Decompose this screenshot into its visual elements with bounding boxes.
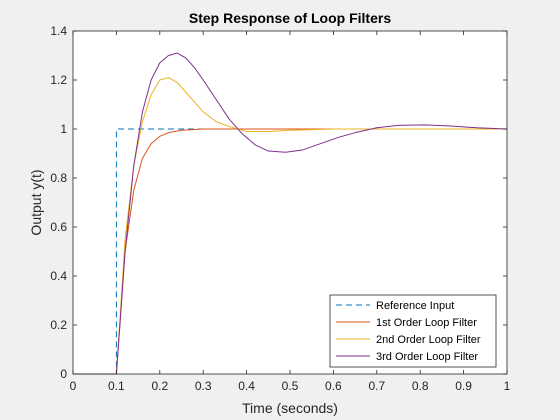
x-tick-label: 0.7 [368,379,385,393]
y-tick-label: 0.2 [50,318,67,332]
x-tick-label: 0.9 [455,379,472,393]
y-tick-label: 0.4 [50,269,67,283]
x-tick-label: 0.4 [238,379,255,393]
chart-title: Step Response of Loop Filters [189,10,391,26]
y-tick-label: 0.6 [50,220,67,234]
y-tick-label: 1 [60,122,67,136]
x-tick-label: 0.6 [325,379,342,393]
legend-box [329,294,497,368]
x-tick-label: 0.1 [108,379,125,393]
legend-label-0: Reference Input [376,300,454,312]
legend-label-2: 2nd Order Loop Filter [376,334,481,346]
x-tick-label: 0 [70,379,77,393]
x-tick-label: 0.8 [412,379,429,393]
x-tick-label: 0.3 [195,379,212,393]
x-tick-label: 0.2 [151,379,168,393]
x-tick-label: 1 [504,379,511,393]
legend-label-3: 3rd Order Loop Filter [376,351,478,363]
y-tick-label: 1.2 [50,73,67,87]
series-line-2 [73,77,507,375]
y-tick-label: 0 [60,367,67,381]
y-tick-label: 0.8 [50,171,67,185]
legend-label-1: 1st Order Loop Filter [376,317,477,329]
series-line-3 [73,52,508,375]
x-tick-label: 0.5 [282,379,299,393]
axes-layer: 0 0.1 0.2 0.3 0.4 0.5 0.6 0.7 0.8 0.9 1 0 0.2 0.4 0.6 0… [50,24,510,393]
x-axis-label: Time (seconds) [242,400,338,416]
legend: Reference Input 1st Order Loop Filter 2nd … [329,294,497,368]
y-axis-label: Output y(t) [28,169,44,235]
y-tick-label: 1.4 [50,24,67,38]
